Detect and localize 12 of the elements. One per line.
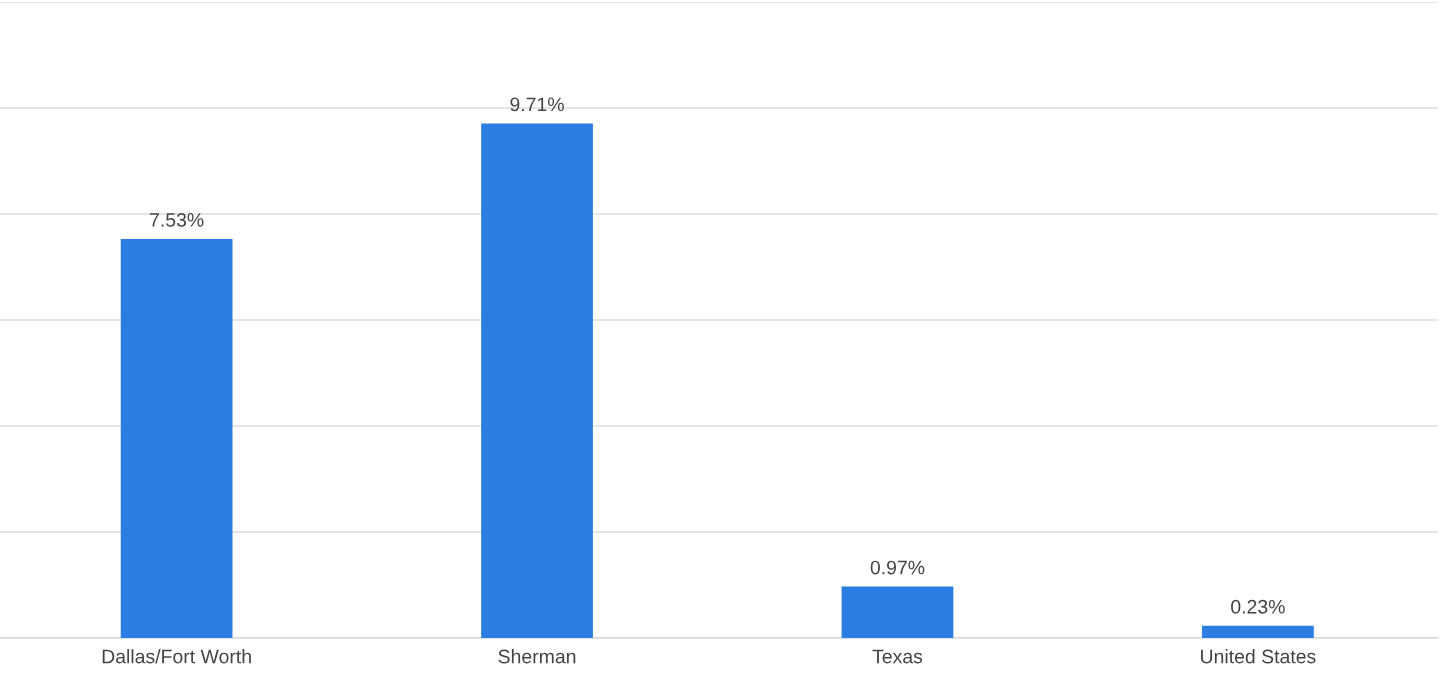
bar bbox=[841, 586, 954, 638]
data-label: 9.71% bbox=[510, 97, 564, 112]
data-label: 0.23% bbox=[1231, 599, 1285, 614]
bar bbox=[120, 238, 233, 638]
x-tick-label: United States bbox=[1201, 649, 1316, 664]
x-tick-label: Sherman bbox=[498, 649, 576, 664]
x-tick-label: Texas bbox=[872, 649, 923, 664]
bar bbox=[1202, 625, 1314, 638]
bar bbox=[481, 123, 593, 638]
data-label: 0.97% bbox=[870, 560, 925, 575]
x-tick-label: Dallas/Fort Worth bbox=[102, 649, 251, 664]
data-label: 7.53% bbox=[150, 213, 204, 227]
